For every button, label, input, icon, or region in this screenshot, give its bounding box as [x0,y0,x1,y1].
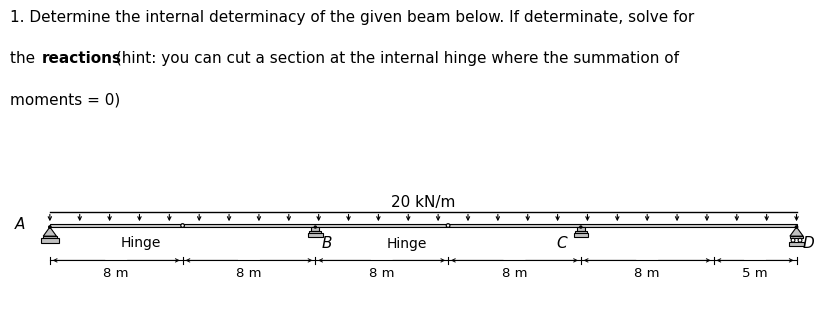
Text: Hinge: Hinge [121,236,161,250]
Circle shape [314,226,316,228]
Text: the: the [10,52,40,66]
Circle shape [798,238,802,242]
Text: 8 m: 8 m [103,267,129,280]
Text: (hint: you can cut a section at the internal hinge where the summation of: (hint: you can cut a section at the inte… [111,52,679,66]
Bar [308,232,323,237]
FancyBboxPatch shape [50,224,796,227]
Text: 8 m: 8 m [634,267,660,280]
Bar [41,238,59,243]
Circle shape [580,226,582,228]
Bar [575,231,587,232]
Bar [789,242,804,246]
Text: 1. Determine the internal determinacy of the given beam below. If determinate, s: 1. Determine the internal determinacy of… [10,10,695,25]
Text: 5 m: 5 m [742,267,768,280]
Bar [577,227,585,231]
Bar [43,236,57,238]
Text: moments = 0): moments = 0) [10,93,121,108]
Circle shape [791,238,795,242]
Text: B: B [322,236,332,251]
Text: Hinge: Hinge [386,237,427,251]
Polygon shape [44,227,56,236]
Text: C: C [556,236,566,251]
Text: 8 m: 8 m [236,267,261,280]
Bar [573,232,588,237]
Circle shape [447,224,450,227]
Bar [311,227,319,231]
Text: A: A [15,217,25,232]
Text: D: D [803,236,815,251]
Circle shape [795,226,798,228]
Text: 8 m: 8 m [502,267,527,280]
Circle shape [181,224,184,227]
Bar [789,236,804,238]
Text: 8 m: 8 m [369,267,395,280]
Text: reactions: reactions [42,52,122,66]
Bar [309,231,321,232]
Polygon shape [790,227,803,236]
Circle shape [49,226,51,228]
Text: 20 kN/m: 20 kN/m [391,194,455,210]
